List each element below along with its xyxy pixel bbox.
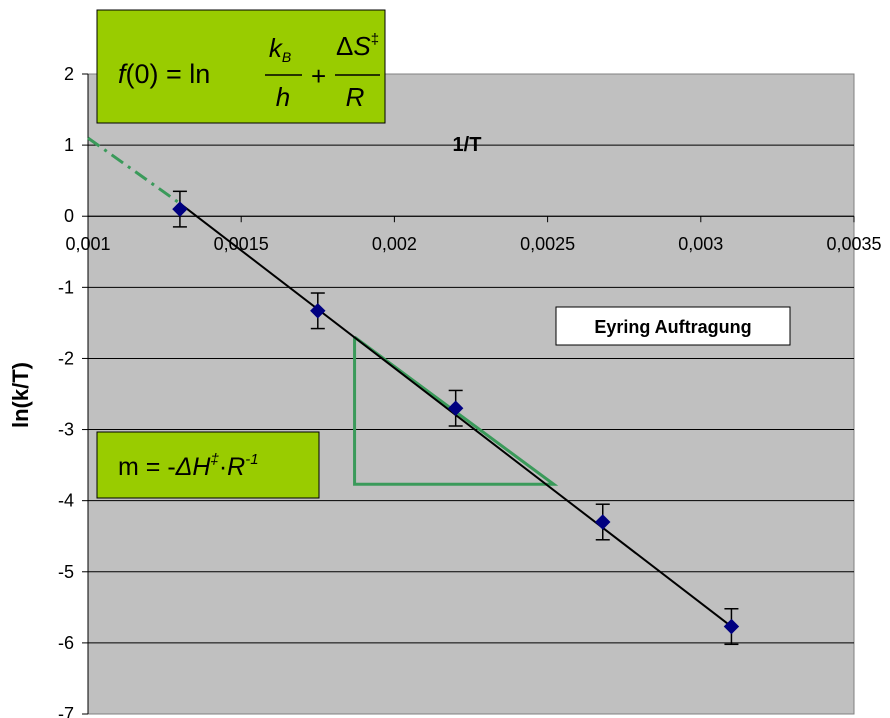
axes (82, 73, 855, 715)
frac1-denominator: h (276, 82, 290, 112)
y-tick-label: 1 (64, 135, 74, 155)
y-tick-label: -2 (58, 348, 74, 368)
chart-title: Eyring Auftragung (594, 317, 751, 337)
x-tick-label: 0,001 (65, 234, 110, 254)
data-point (723, 618, 740, 635)
x-tick-labels: 0,001 0,0015 0,002 0,0025 0,003 0,0035 (65, 234, 881, 254)
y-tick-label: -1 (58, 277, 74, 297)
y-tick-label: -6 (58, 633, 74, 653)
y-tick-label: -5 (58, 562, 74, 582)
data-point (172, 201, 188, 217)
x-tick-label: 0,003 (678, 234, 723, 254)
frac1-numerator: kB (269, 33, 291, 65)
formula-plus: + (311, 61, 326, 91)
intercept-box-frame (96, 9, 386, 124)
x-tick-label: 0,0025 (520, 234, 575, 254)
frac2-numerator: ΔS‡ (336, 31, 379, 61)
data-point (595, 514, 611, 530)
slope-box-frame (96, 431, 320, 499)
frac2-denominator: R (346, 82, 365, 112)
y-tick-labels: 2 1 0 -1 -2 -3 -4 -5 -6 -7 (58, 64, 74, 718)
chart-title-box: Eyring Auftragung (555, 306, 791, 346)
data-point (447, 400, 464, 416)
intercept-formula-box: f(0) = ln kB h + ΔS‡ R (96, 9, 386, 124)
y-tick-label: -4 (58, 491, 74, 511)
data-point (310, 303, 326, 319)
y-tick-label: -3 (58, 420, 74, 440)
data-points (172, 201, 740, 635)
slope-formula: m = -ΔH‡·R-1 (118, 451, 259, 481)
x-axis-label: 1/T (453, 134, 482, 156)
extrapolation-segment (87, 136, 181, 205)
extrapolation-line (87, 136, 181, 205)
y-tick-label: 0 (64, 206, 74, 226)
x-tick-label: 0,0035 (826, 234, 881, 254)
x-tick-label: 0,002 (372, 234, 417, 254)
slope-formula-box: m = -ΔH‡·R-1 (96, 431, 320, 499)
intercept-lhs: f(0) = ln (118, 59, 210, 89)
y-tick-label: -7 (58, 704, 74, 718)
y-axis-label: ln(k/T) (8, 362, 33, 428)
y-tick-label: 2 (64, 64, 74, 84)
plot-area (87, 73, 855, 715)
title-box-frame (555, 306, 791, 346)
